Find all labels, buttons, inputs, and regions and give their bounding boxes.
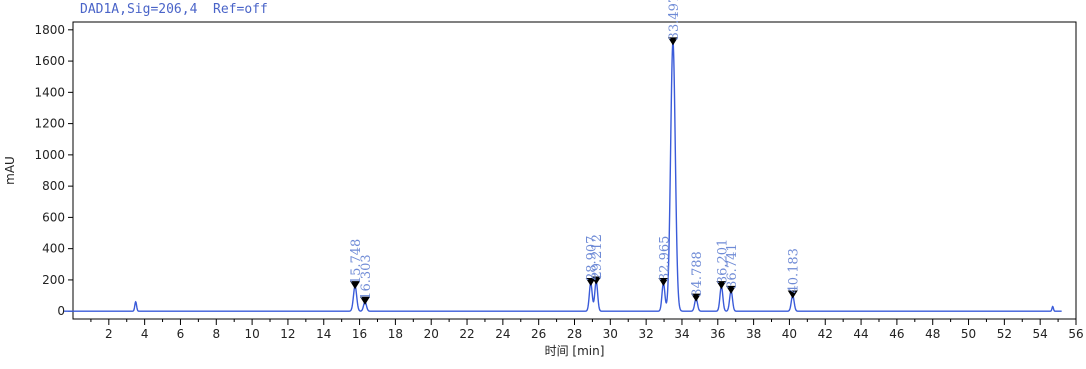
x-tick-label: 26: [531, 327, 546, 341]
y-axis-title: mAU: [3, 156, 17, 185]
peak-rt-label: 34.788: [690, 251, 705, 297]
x-tick-label: 48: [925, 327, 940, 341]
y-tick-label: 1800: [34, 23, 65, 37]
x-tick-label: 12: [280, 327, 295, 341]
peak-rt-label: 33.497: [667, 0, 682, 40]
peak-rt-label: 36.741: [725, 243, 740, 289]
peak-marker: [350, 281, 361, 290]
x-tick-label: 14: [316, 327, 331, 341]
peak-marker: [691, 293, 702, 302]
y-tick-label: 1600: [34, 54, 65, 68]
y-tick-label: 0: [57, 304, 65, 318]
x-tick-label: 4: [141, 327, 149, 341]
peak-marker: [787, 290, 798, 299]
x-tick-label: 22: [459, 327, 474, 341]
peak-rt-label: 16.303: [359, 254, 374, 300]
peak-marker: [585, 278, 596, 287]
x-tick-label: 34: [674, 327, 689, 341]
x-axis-title: 时间 [min]: [545, 344, 605, 358]
trace-line: [64, 41, 1062, 312]
x-axis: 2 4 6 8 10 12 14 16 18 20 22 24 26 28 30 32 34 36 38 40 42 44…: [90, 319, 1084, 341]
x-tick-label: 46: [889, 327, 904, 341]
x-tick-label: 40: [782, 327, 797, 341]
x-tick-label: 50: [961, 327, 976, 341]
peak-marker: [359, 296, 370, 305]
x-tick-label: 38: [746, 327, 761, 341]
x-tick-label: 2: [105, 327, 113, 341]
x-tick-label: 52: [997, 327, 1012, 341]
x-tick-label: 28: [567, 327, 582, 341]
x-tick-label: 44: [853, 327, 868, 341]
x-tick-label: 18: [388, 327, 403, 341]
signal-trace: [64, 41, 1062, 312]
y-tick-label: 1400: [34, 85, 65, 99]
peak-marker: [716, 281, 727, 290]
plot-frame: [72, 21, 1077, 320]
y-tick-label: 200: [42, 273, 65, 287]
x-tick-label: 56: [1068, 327, 1083, 341]
peak-marker: [667, 37, 678, 46]
y-axis: 0 200 400 600 800 1000 1200 1400 1600 1800: [34, 23, 73, 318]
y-tick-label: 1000: [34, 148, 65, 162]
x-tick-label: 20: [424, 327, 439, 341]
x-tick-label: 16: [352, 327, 367, 341]
x-tick-label: 42: [818, 327, 833, 341]
peak-rt-label: 15.748: [349, 239, 364, 285]
signal-header: DAD1A,Sig=206,4 Ref=off: [80, 2, 268, 17]
x-tick-label: 30: [603, 327, 618, 341]
peak-marker: [591, 276, 602, 285]
plot-area-border: [72, 21, 1077, 320]
peak-rt-label: 36.201: [715, 239, 730, 285]
y-tick-label: 400: [42, 242, 65, 256]
y-tick-label: 1200: [34, 117, 65, 131]
x-tick-label: 54: [1033, 327, 1048, 341]
x-tick-label: 24: [495, 327, 510, 341]
x-tick-label: 32: [639, 327, 654, 341]
y-tick-label: 800: [42, 179, 65, 193]
x-tick-label: 8: [212, 327, 220, 341]
peak-rt-label: 40.183: [787, 248, 802, 294]
peak-rt-label: 29.212: [590, 234, 605, 280]
y-tick-label: 600: [42, 210, 65, 224]
peak-markers: [350, 37, 798, 305]
x-tick-label: 36: [710, 327, 725, 341]
peak-rt-label: 28.907: [585, 236, 600, 282]
x-tick-label: 6: [177, 327, 185, 341]
peak-rt-label: 32.965: [657, 236, 672, 282]
peak-marker: [658, 278, 669, 287]
peak-marker: [726, 285, 737, 294]
x-tick-label: 10: [244, 327, 259, 341]
